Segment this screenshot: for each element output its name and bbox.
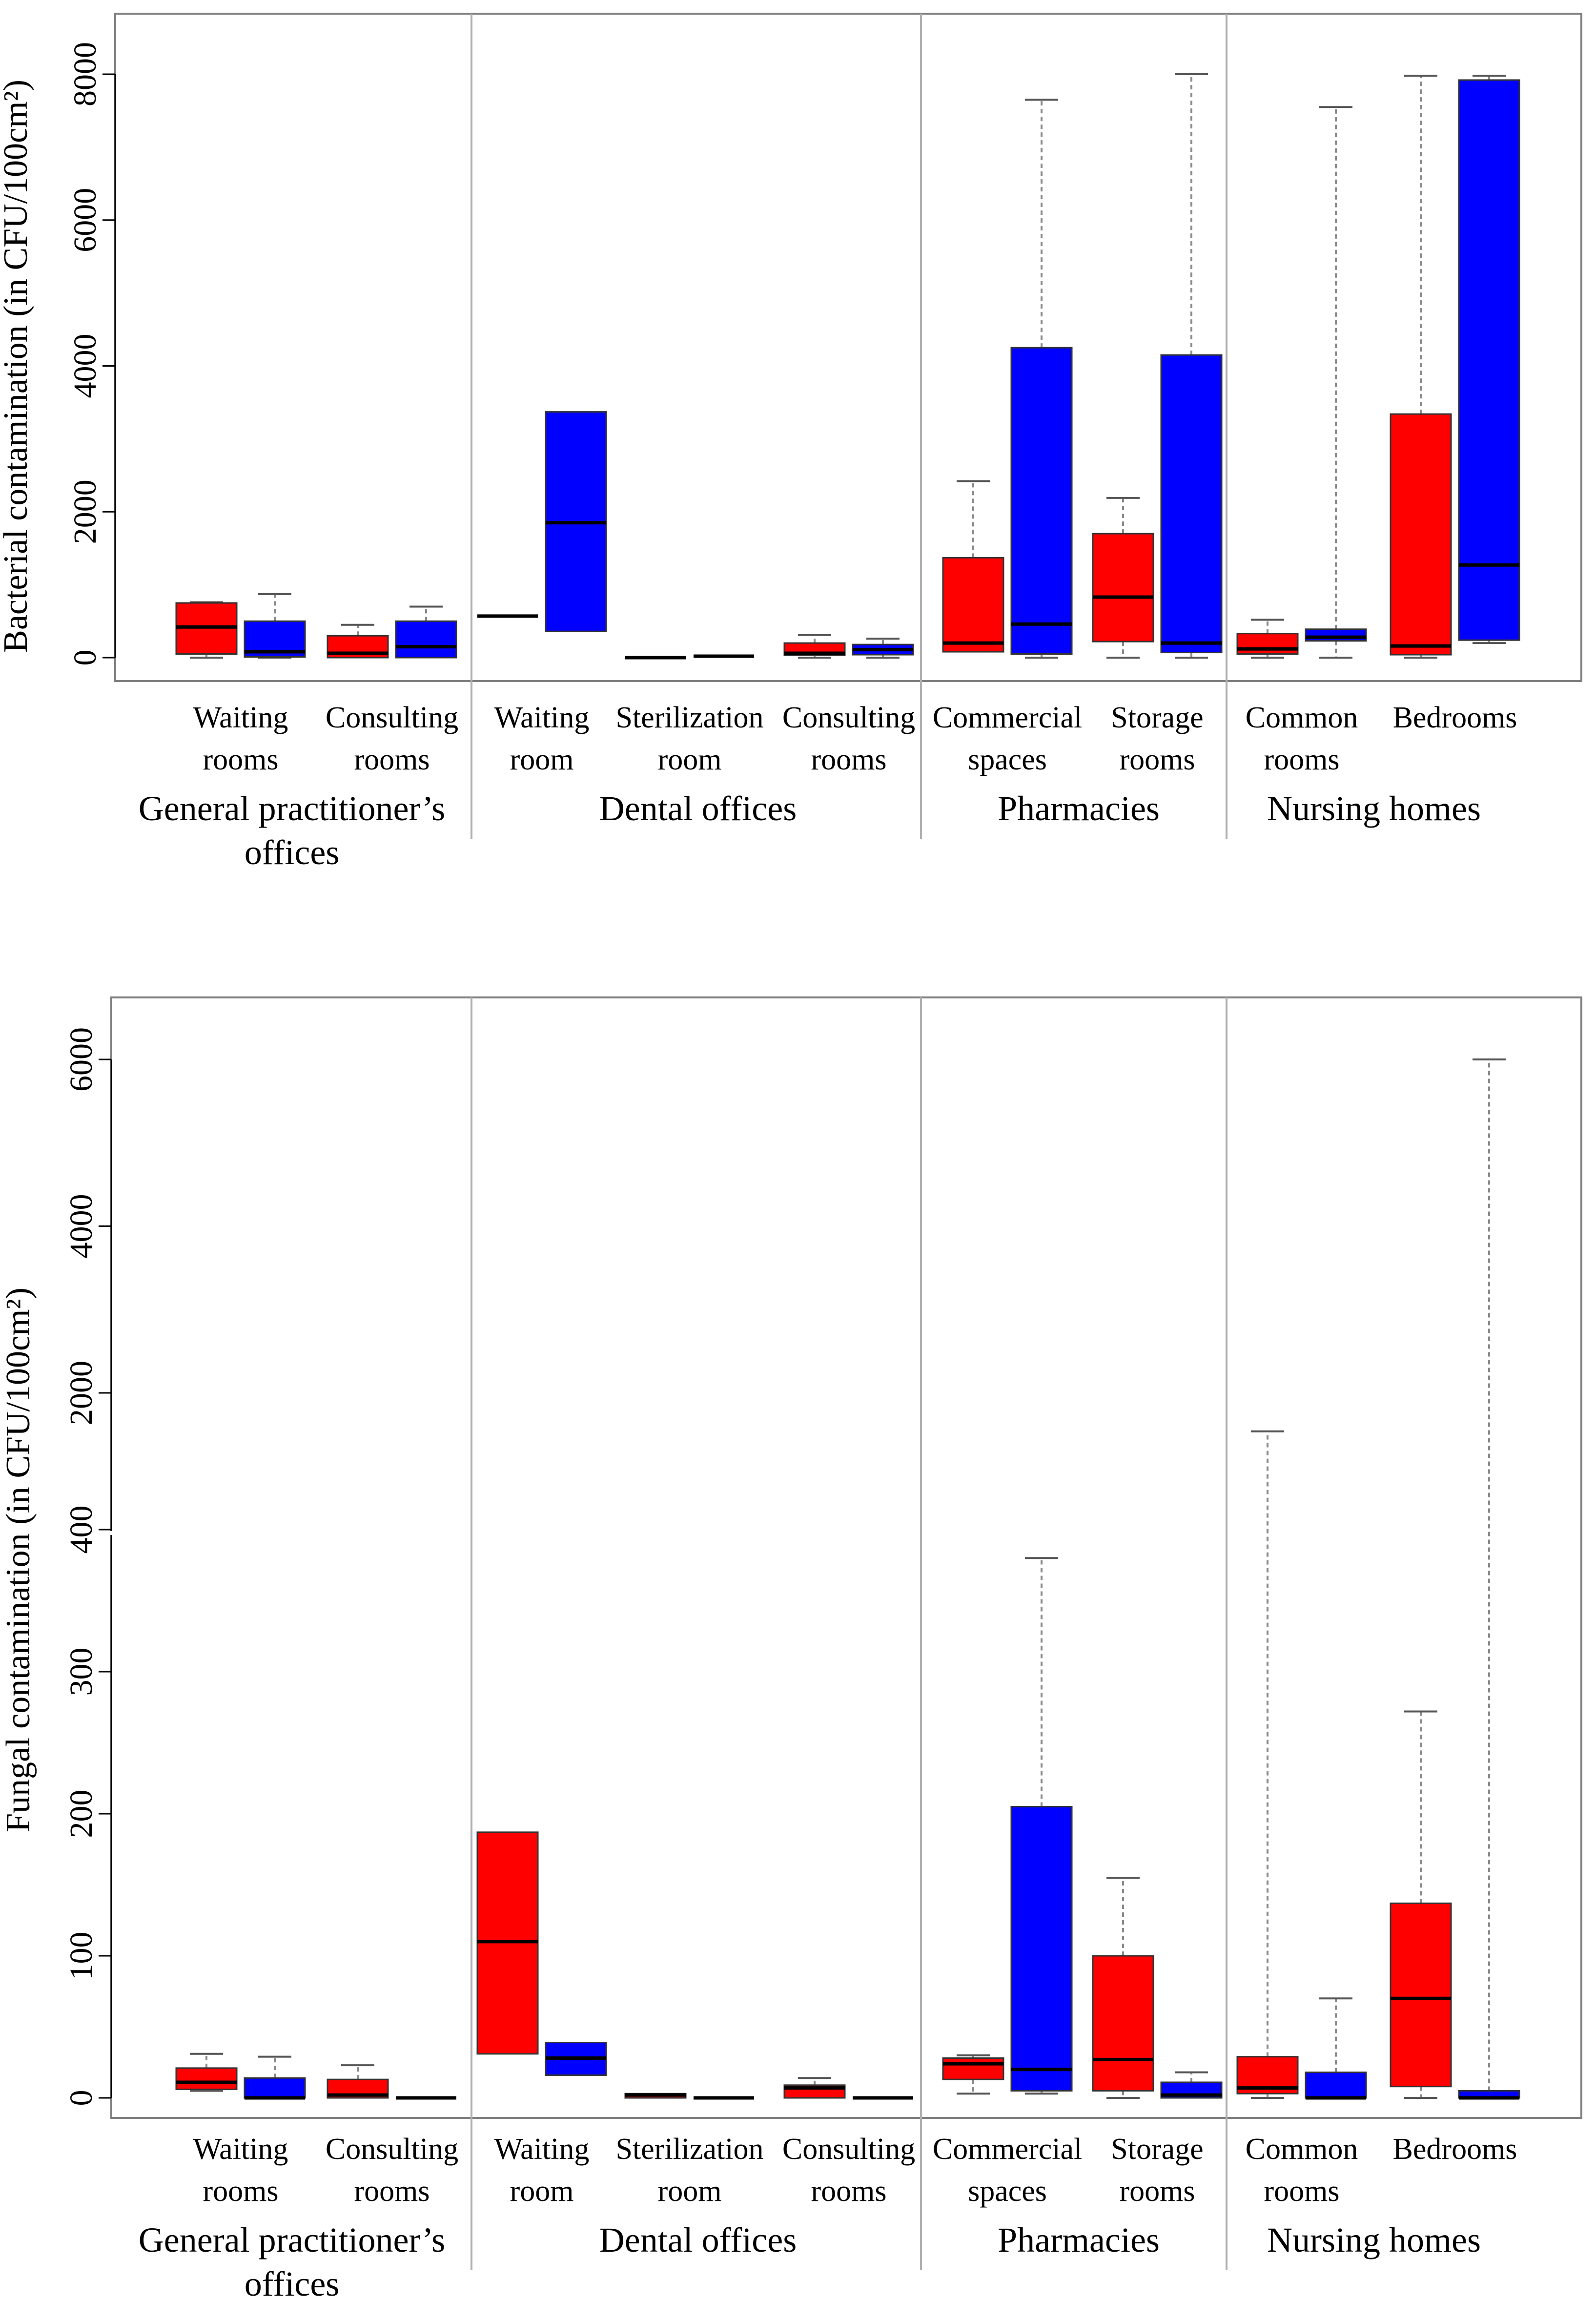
iqr-box — [1092, 1955, 1154, 2092]
box-blue — [1160, 73, 1223, 659]
box-blue — [1305, 106, 1367, 659]
category-label: Commercial spaces — [933, 2133, 1082, 2208]
box-red — [327, 623, 389, 659]
category-label: Commercial spaces — [933, 701, 1082, 776]
box-blue — [1458, 1058, 1520, 2100]
y-tick-label: 100 — [63, 1932, 99, 1980]
box-red — [1390, 1710, 1452, 2099]
box-blue — [545, 2042, 607, 2076]
category-label: Common rooms — [1246, 2133, 1358, 2208]
group-label: Pharmacies — [998, 2220, 1160, 2260]
box-red — [624, 2093, 687, 2099]
box-blue — [1458, 74, 1520, 644]
iqr-box — [244, 2077, 306, 2099]
group-label: Nursing homes — [1267, 2220, 1481, 2260]
category-label: Storage rooms — [1111, 701, 1203, 776]
category-label: Storage rooms — [1111, 2133, 1203, 2208]
category-label: Waiting rooms — [193, 701, 288, 776]
group-label: Dental offices — [599, 2220, 797, 2260]
iqr-box — [942, 2057, 1004, 2080]
box-blue — [244, 593, 306, 659]
y-axis-label: Fungal contamination (in CFU/100cm²) — [0, 1287, 37, 1832]
box-blue — [1010, 99, 1073, 659]
category-label: Waiting room — [494, 701, 590, 776]
box-red — [1390, 74, 1452, 659]
category-label: Consulting rooms — [326, 701, 458, 776]
plot-frame — [110, 996, 1582, 2119]
box-blue — [1010, 1557, 1073, 2095]
group-label: Pharmacies — [998, 789, 1160, 828]
y-tick-label: 400 — [63, 1506, 99, 1554]
box-red — [175, 601, 238, 659]
box-blue — [1305, 1997, 1367, 2100]
category-label: Bedrooms — [1393, 701, 1517, 734]
group-label: General practitioner’s offices — [139, 2220, 445, 2301]
y-tick-label: 2000 — [63, 1361, 99, 1425]
iqr-box — [1010, 1805, 1073, 2092]
category-label: Consulting rooms — [782, 2133, 915, 2208]
category-label: Waiting room — [494, 2133, 590, 2208]
box-red — [1092, 497, 1154, 659]
group-label: Nursing homes — [1267, 789, 1481, 828]
iqr-box — [175, 2067, 238, 2091]
iqr-box — [1305, 2072, 1367, 2099]
category-label: Sterilization room — [615, 701, 763, 776]
box-red — [783, 634, 846, 659]
iqr-box — [395, 620, 457, 659]
category-label: Common rooms — [1246, 701, 1358, 776]
bacterial-chart: 0 2000 4000 6000 8000 Bacterial contamination… — [0, 13, 1582, 872]
box-red — [942, 480, 1004, 653]
iqr-box — [1236, 633, 1299, 655]
y-tick-label: 8000 — [67, 42, 103, 106]
iqr-box — [1390, 413, 1452, 656]
y-tick-label: 4000 — [67, 334, 103, 398]
iqr-box — [1390, 1902, 1452, 2088]
box-red — [1092, 1876, 1154, 2099]
plot-frame — [114, 13, 1582, 682]
category-label: Sterilization room — [615, 2133, 763, 2208]
box-blue — [852, 638, 914, 659]
box-blue — [395, 605, 457, 659]
y-tick-label: 200 — [63, 1790, 99, 1838]
box-blue — [545, 411, 607, 632]
iqr-box — [942, 557, 1004, 653]
fungal-chart: 0 100 200 300 400 2000 4000 6000 Fungal contamin… — [0, 996, 1582, 2301]
y-tick-label: 4000 — [63, 1194, 99, 1259]
y-axis-label: Bacterial contamination (in CFU/100cm²) — [0, 80, 35, 653]
y-tick-label: 6000 — [63, 1027, 99, 1092]
iqr-box — [1160, 354, 1223, 654]
iqr-box — [1010, 347, 1073, 655]
box-red — [783, 2077, 846, 2099]
box-blue — [1160, 2071, 1223, 2099]
box-red — [175, 2052, 238, 2092]
y-tick-label: 0 — [63, 2090, 99, 2106]
axis-break — [107, 1531, 115, 1535]
box-red — [327, 2064, 389, 2099]
category-label: Bedrooms — [1393, 2133, 1517, 2166]
y-tick-label: 6000 — [67, 188, 103, 252]
category-label: Consulting rooms — [782, 701, 915, 776]
iqr-box — [1305, 628, 1367, 642]
iqr-box — [1092, 533, 1154, 643]
group-label: General practitioner’s offices — [139, 789, 445, 872]
y-tick-label: 2000 — [67, 479, 103, 544]
category-label: Waiting rooms — [193, 2133, 288, 2208]
box-red — [1236, 1430, 1299, 2099]
y-tick-label: 0 — [67, 650, 103, 666]
category-label: Consulting rooms — [326, 2133, 458, 2208]
box-red — [476, 1831, 539, 2055]
box-red — [1236, 619, 1299, 659]
group-label: Dental offices — [599, 789, 797, 828]
box-red — [942, 2054, 1004, 2095]
box-blue — [244, 2055, 306, 2100]
iqr-box — [1458, 79, 1520, 641]
y-tick-label: 300 — [63, 1648, 99, 1696]
